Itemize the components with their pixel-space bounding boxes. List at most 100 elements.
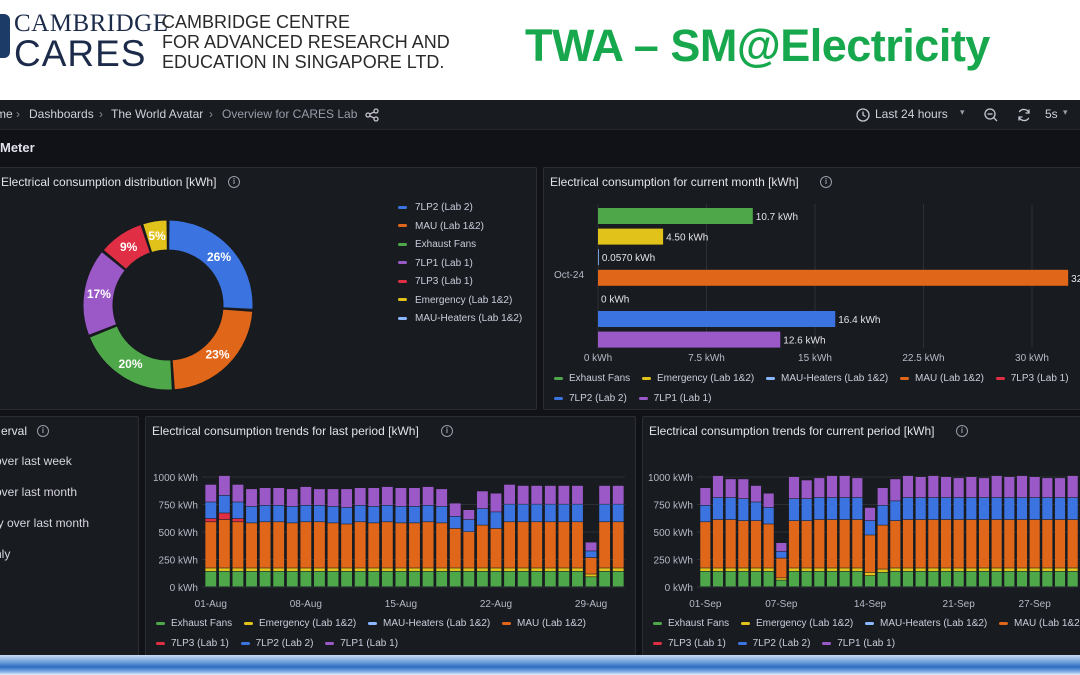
- stacked-bar-segment[interactable]: [852, 519, 863, 568]
- stacked-bar-segment[interactable]: [286, 506, 298, 523]
- stacked-bar-segment[interactable]: [218, 513, 230, 520]
- stacked-bar-segment[interactable]: [776, 558, 787, 578]
- stacked-bar-segment[interactable]: [246, 571, 257, 587]
- stacked-bar-segment[interactable]: [1029, 568, 1040, 571]
- stacked-bar-segment[interactable]: [966, 571, 977, 587]
- stacked-bar-segment[interactable]: [531, 568, 543, 571]
- stacked-bar-segment[interactable]: [750, 571, 762, 587]
- stacked-bar-segment[interactable]: [409, 506, 420, 523]
- stacked-bar-segment[interactable]: [826, 497, 838, 520]
- stacked-bar-segment[interactable]: [953, 571, 964, 587]
- stacked-bar-segment[interactable]: [395, 523, 407, 568]
- stacked-bar-segment[interactable]: [585, 551, 597, 558]
- legend-item[interactable]: 7LP2 (Lab 2): [240, 634, 313, 654]
- stacked-bar-segment[interactable]: [877, 569, 888, 573]
- info-icon[interactable]: i: [956, 425, 968, 437]
- stacked-bar-segment[interactable]: [902, 568, 914, 571]
- zoom-out-icon[interactable]: [983, 107, 999, 123]
- stacked-bar-segment[interactable]: [826, 475, 838, 498]
- bar[interactable]: [598, 311, 836, 327]
- stacked-bar-segment[interactable]: [1042, 568, 1053, 571]
- stacked-bar-segment[interactable]: [368, 488, 380, 507]
- stacked-bar-segment[interactable]: [814, 568, 825, 571]
- stacked-bar-segment[interactable]: [490, 493, 502, 512]
- stacked-bar-segment[interactable]: [381, 522, 393, 568]
- stacked-bar-segment[interactable]: [476, 525, 488, 568]
- stacked-bar-segment[interactable]: [839, 519, 850, 568]
- stacked-bar-segment[interactable]: [1067, 568, 1078, 571]
- stacked-bar-segment[interactable]: [409, 568, 420, 571]
- stacked-bar-segment[interactable]: [354, 522, 366, 568]
- stacked-bar-segment[interactable]: [612, 522, 624, 568]
- stacked-bar-segment[interactable]: [814, 478, 825, 498]
- stacked-bar-segment[interactable]: [712, 497, 724, 520]
- stacked-bar-segment[interactable]: [409, 488, 420, 507]
- stacked-bar-segment[interactable]: [259, 505, 271, 522]
- legend-item[interactable]: Emergency (Lab 1&2): [641, 369, 754, 389]
- stacked-bar-segment[interactable]: [966, 568, 977, 571]
- stacked-bar-segment[interactable]: [259, 522, 271, 568]
- stacked-bar-segment[interactable]: [544, 571, 556, 587]
- stacked-bar-segment[interactable]: [1054, 519, 1066, 568]
- stacked-bar-segment[interactable]: [877, 488, 888, 505]
- stacked-bar-segment[interactable]: [422, 505, 434, 522]
- stacked-bar-segment[interactable]: [395, 506, 407, 523]
- stacked-bar-segment[interactable]: [978, 571, 990, 587]
- stacked-bar-segment[interactable]: [1054, 478, 1066, 498]
- stacked-bar-segment[interactable]: [1029, 571, 1040, 587]
- stacked-bar-segment[interactable]: [612, 504, 624, 522]
- stacked-bar-segment[interactable]: [1004, 571, 1015, 587]
- stacked-bar-segment[interactable]: [517, 522, 529, 568]
- breadcrumb-home[interactable]: me: [0, 107, 13, 121]
- stacked-bar-segment[interactable]: [531, 504, 543, 522]
- stacked-bar-segment[interactable]: [572, 485, 583, 504]
- stacked-bar-segment[interactable]: [599, 522, 611, 568]
- stacked-bar-segment[interactable]: [463, 568, 475, 571]
- stacked-bar-segment[interactable]: [368, 523, 380, 568]
- stacked-bar-segment[interactable]: [839, 568, 850, 571]
- stacked-bar-segment[interactable]: [864, 576, 876, 587]
- stacked-bar-segment[interactable]: [712, 475, 724, 498]
- stacked-bar-segment[interactable]: [327, 571, 339, 587]
- stacked-bar-segment[interactable]: [801, 499, 812, 521]
- stacked-bar-segment[interactable]: [558, 504, 570, 522]
- stacked-bar-segment[interactable]: [953, 478, 964, 498]
- stacked-bar-segment[interactable]: [205, 568, 217, 571]
- stacked-bar-segment[interactable]: [953, 519, 964, 568]
- legend-item[interactable]: MAU-Heaters (Lab 1&2): [398, 313, 522, 332]
- stacked-bar-segment[interactable]: [1016, 571, 1028, 587]
- stacked-bar-segment[interactable]: [725, 571, 736, 587]
- stacked-bar-segment[interactable]: [517, 571, 529, 587]
- stacked-bar-segment[interactable]: [259, 488, 271, 505]
- stacked-bar-segment[interactable]: [852, 568, 863, 571]
- info-icon[interactable]: i: [820, 176, 832, 188]
- stacked-bar-segment[interactable]: [490, 568, 502, 571]
- stacked-bar-segment[interactable]: [1016, 568, 1028, 571]
- stacked-bar-segment[interactable]: [763, 568, 774, 571]
- interval-option[interactable]: ly over last month: [0, 516, 90, 530]
- stacked-bar-segment[interactable]: [341, 524, 353, 568]
- stacked-bar-segment[interactable]: [205, 522, 217, 568]
- stacked-bar-segment[interactable]: [852, 571, 863, 587]
- interval-option[interactable]: over last week: [0, 454, 72, 468]
- stacked-bar-segment[interactable]: [381, 571, 393, 587]
- breadcrumb-world-avatar[interactable]: The World Avatar: [111, 107, 204, 121]
- stacked-bar-segment[interactable]: [585, 577, 597, 587]
- stacked-bar-segment[interactable]: [341, 489, 353, 508]
- stacked-bar-segment[interactable]: [966, 477, 977, 498]
- stacked-bar-segment[interactable]: [463, 571, 475, 587]
- stacked-bar-segment[interactable]: [890, 571, 901, 587]
- stacked-bar-segment[interactable]: [763, 493, 774, 508]
- stacked-bar-segment[interactable]: [205, 502, 217, 519]
- stacked-bar-segment[interactable]: [436, 489, 448, 507]
- stacked-bar-segment[interactable]: [300, 486, 312, 505]
- stacked-bar-segment[interactable]: [314, 571, 325, 587]
- stacked-bar-segment[interactable]: [902, 571, 914, 587]
- stacked-bar-segment[interactable]: [273, 571, 285, 587]
- bar[interactable]: [598, 208, 753, 224]
- stacked-bar-segment[interactable]: [300, 505, 312, 522]
- stacked-bar-segment[interactable]: [750, 521, 762, 568]
- stacked-bar-segment[interactable]: [890, 501, 901, 521]
- stacked-bar-segment[interactable]: [978, 478, 990, 498]
- legend-item[interactable]: 7LP1 (Lab 1): [822, 634, 895, 654]
